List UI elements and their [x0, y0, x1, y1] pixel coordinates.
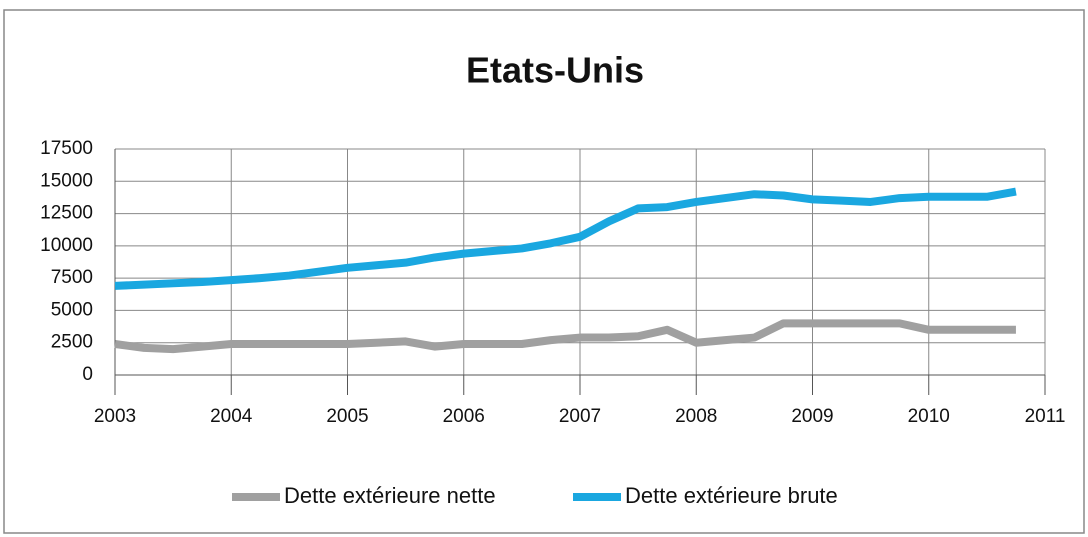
y-tick-label: 10000 — [40, 235, 93, 256]
y-tick-label: 2500 — [51, 332, 93, 353]
y-tick-label: 17500 — [40, 138, 93, 159]
legend-label: Dette extérieure brute — [625, 483, 838, 508]
y-tick-label: 5000 — [51, 299, 93, 320]
x-tick-label: 2008 — [675, 406, 717, 427]
y-tick-label: 0 — [82, 364, 93, 385]
y-tick-label: 12500 — [40, 203, 93, 224]
y-tick-label: 7500 — [51, 267, 93, 288]
x-tick-label: 2003 — [94, 406, 136, 427]
chart-border — [3, 9, 1085, 534]
legend-label: Dette extérieure nette — [284, 483, 496, 508]
x-tick-label: 2009 — [791, 406, 833, 427]
x-tick-label: 2011 — [1025, 406, 1066, 427]
x-tick-label: 2010 — [908, 406, 950, 427]
x-tick-label: 2006 — [443, 406, 485, 427]
y-tick-label: 15000 — [40, 170, 93, 191]
x-tick-label: 2007 — [559, 406, 601, 427]
x-tick-label: 2005 — [326, 406, 368, 427]
series-line — [114, 319, 1016, 354]
x-tick-label: 2004 — [210, 406, 253, 427]
series-line — [114, 187, 1017, 290]
chart-title: Etats-Unis — [466, 50, 644, 91]
